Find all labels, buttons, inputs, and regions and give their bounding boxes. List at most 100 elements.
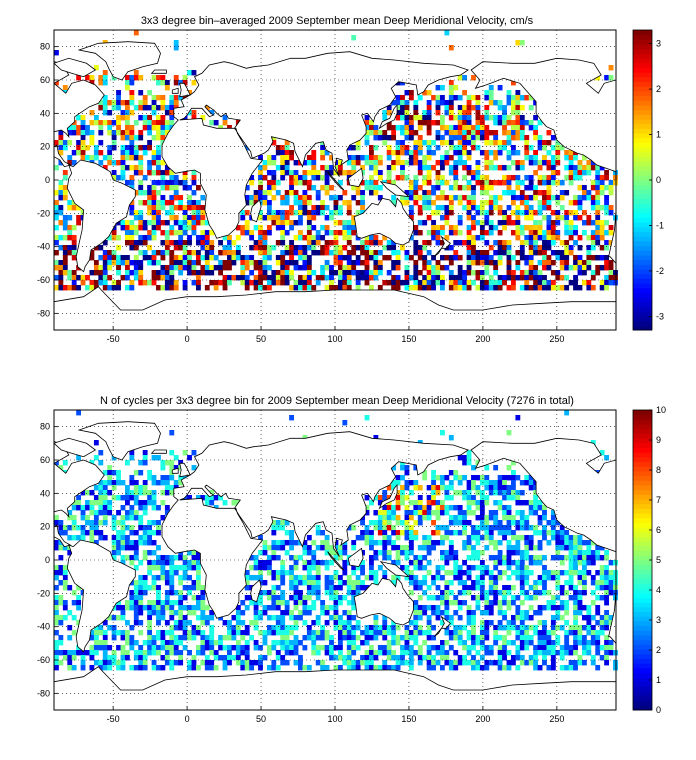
data-cell [76, 75, 82, 81]
data-cell [67, 535, 73, 541]
data-cell [506, 140, 512, 146]
data-cell [466, 635, 472, 641]
data-cell [209, 255, 215, 261]
data-cell [116, 265, 121, 271]
data-cell [595, 240, 601, 246]
data-cell [178, 590, 184, 596]
data-cell [613, 275, 618, 281]
data-cell [431, 485, 436, 491]
data-cell [306, 170, 312, 176]
data-cell [568, 200, 574, 206]
data-cell [555, 550, 561, 556]
data-cell [586, 640, 592, 646]
data-cell [488, 585, 494, 591]
data-cell [462, 270, 468, 276]
data-cell [528, 500, 534, 506]
data-cell [182, 605, 188, 611]
data-cell [138, 145, 144, 151]
data-cell [528, 535, 534, 541]
data-cell [555, 270, 561, 276]
data-cell [298, 555, 303, 561]
data-cell [564, 665, 570, 671]
data-cell [337, 600, 343, 606]
data-cell [333, 645, 339, 651]
data-cell [426, 115, 432, 121]
data-cell [191, 190, 197, 196]
data-cell [542, 245, 547, 251]
data-cell [147, 635, 153, 641]
data-cell [542, 585, 547, 591]
data-cell [577, 605, 583, 611]
data-cell [484, 485, 490, 491]
data-cell [440, 95, 445, 101]
data-cell [240, 260, 246, 266]
data-cell [311, 575, 317, 581]
data-cell [315, 620, 321, 626]
data-cell [568, 265, 574, 271]
data-cell [581, 230, 587, 236]
data-cell [93, 645, 99, 651]
data-cell [320, 200, 326, 206]
data-cell [453, 490, 459, 496]
data-cell [258, 575, 263, 581]
data-cell [546, 260, 552, 266]
data-cell [422, 180, 428, 186]
data-cell [311, 560, 317, 566]
data-cell [337, 160, 343, 166]
data-cell [586, 645, 592, 651]
data-cell [528, 525, 534, 531]
data-cell [506, 475, 512, 481]
data-cell [550, 135, 556, 141]
data-cell [404, 635, 410, 641]
data-cell [426, 585, 432, 591]
data-cell [408, 580, 414, 586]
data-cell [324, 565, 330, 571]
data-cell [422, 640, 428, 646]
data-cell [342, 655, 348, 661]
data-cell [58, 635, 64, 641]
data-cell [315, 645, 321, 651]
data-cell [191, 265, 197, 271]
data-cell [209, 500, 215, 506]
data-cell [271, 550, 277, 556]
data-cell [417, 170, 423, 176]
data-cell [440, 195, 445, 201]
data-cell [116, 535, 121, 541]
data-cell [435, 260, 441, 266]
data-cell [546, 200, 552, 206]
data-cell [142, 550, 148, 556]
data-cell [364, 270, 370, 276]
data-cell [351, 545, 357, 551]
data-cell [510, 535, 516, 541]
data-cell [182, 280, 188, 286]
data-cell [395, 265, 401, 271]
data-cell [151, 225, 157, 231]
data-cell [320, 630, 326, 636]
data-cell [182, 255, 188, 261]
data-cell [422, 610, 428, 616]
data-cell [506, 150, 512, 156]
data-cell [510, 135, 516, 141]
data-cell [559, 265, 565, 271]
data-cell [156, 170, 161, 176]
data-cell [346, 160, 352, 166]
data-cell [564, 275, 570, 281]
data-cell [471, 250, 476, 256]
data-cell [209, 610, 215, 616]
data-cell [124, 600, 130, 606]
data-cell [235, 245, 241, 251]
data-cell [182, 170, 188, 176]
data-cell [519, 520, 525, 526]
data-cell [169, 225, 175, 231]
data-cell [129, 600, 135, 606]
data-cell [479, 220, 485, 226]
data-cell [444, 205, 450, 211]
data-cell [466, 250, 472, 256]
data-cell [431, 225, 436, 231]
data-cell [129, 175, 135, 181]
data-cell [573, 600, 578, 606]
data-cell [124, 515, 130, 521]
data-cell [71, 650, 77, 656]
data-cell [98, 510, 104, 516]
data-cell [550, 270, 556, 276]
